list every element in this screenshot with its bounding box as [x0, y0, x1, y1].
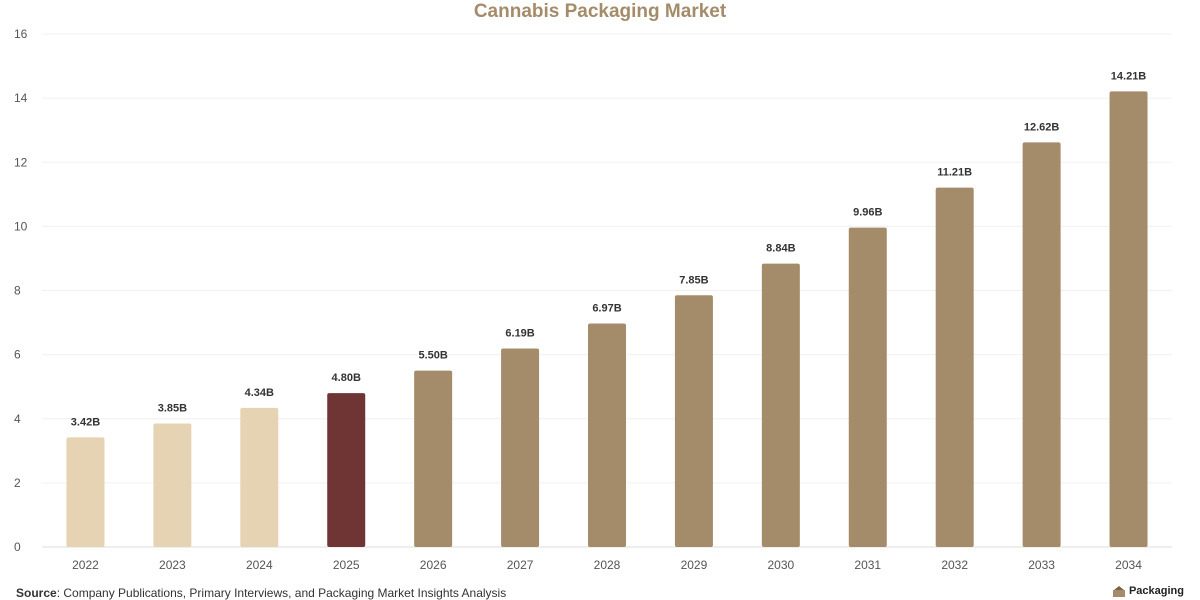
y-axis-ticks: 0 2 4 6 8 10 12 14 16: [14, 27, 28, 554]
bar-2030: [761, 263, 800, 547]
brand-name: Packaging: [1128, 585, 1184, 597]
bar-2033: [1022, 142, 1061, 547]
y-tick-label: 2: [14, 476, 21, 490]
x-tick-label-2032: 2032: [941, 558, 968, 572]
y-tick-label: 10: [14, 219, 28, 233]
bar-2022: [66, 437, 105, 547]
brand-logo: Packaging: [1112, 585, 1184, 597]
x-tick-label-2026: 2026: [420, 558, 447, 572]
source-description: : Company Publications, Primary Intervie…: [56, 586, 507, 600]
bar-2032: [935, 187, 974, 547]
bar-2024: [240, 407, 279, 547]
x-tick-label-2033: 2033: [1028, 558, 1055, 572]
chart-title: Cannabis Packaging Market: [473, 1, 727, 22]
data-label-2029: 7.85B: [679, 274, 708, 286]
x-tick-label-2024: 2024: [246, 558, 273, 572]
y-tick-label: 12: [14, 155, 28, 169]
y-tick-label: 16: [14, 27, 28, 41]
bar-2031: [848, 227, 887, 547]
y-tick-label: 14: [14, 91, 28, 105]
data-label-2030: 8.84B: [766, 243, 795, 255]
x-tick-label-2023: 2023: [159, 558, 186, 572]
y-tick-label: 0: [14, 540, 21, 554]
bar-2026: [414, 370, 453, 547]
data-label-2022: 3.42B: [71, 416, 100, 428]
data-label-2027: 6.19B: [505, 328, 534, 340]
x-tick-label-2022: 2022: [72, 558, 99, 572]
data-label-2026: 5.50B: [418, 350, 447, 362]
source-label: Source: [16, 586, 57, 600]
y-tick-label: 8: [14, 284, 21, 298]
x-tick-label-2030: 2030: [767, 558, 794, 572]
x-tick-label-2027: 2027: [507, 558, 534, 572]
bar-2027: [501, 348, 540, 547]
source-note: Source: Company Publications, Primary In…: [16, 586, 506, 600]
data-label-2023: 3.85B: [158, 403, 187, 415]
bar-2034: [1109, 91, 1148, 547]
data-label-2025: 4.80B: [332, 372, 361, 384]
data-label-2028: 6.97B: [592, 303, 621, 315]
y-tick-label: 4: [14, 412, 21, 426]
bar-chart: 0 2 4 6 8 10 12 14 16 3.42B 3.85B 4.34B 4.80B 5.50B 6…: [14, 27, 1172, 572]
x-tick-label-2034: 2034: [1115, 558, 1142, 572]
data-label-2032: 11.21B: [937, 167, 972, 179]
bar-2028: [588, 323, 626, 547]
x-tick-label-2028: 2028: [594, 558, 621, 572]
bar-2025: [327, 393, 366, 547]
box-icon: [1112, 585, 1125, 597]
data-label-2031: 9.96B: [853, 207, 882, 219]
x-axis-ticks: 2022 2023 2024 2025 2026 2027 2028 2029 2030 2031…: [72, 558, 1142, 572]
bar-2023: [153, 423, 192, 547]
bars: [66, 91, 1148, 547]
y-tick-label: 6: [14, 348, 21, 362]
x-tick-label-2031: 2031: [854, 558, 881, 572]
bar-2029: [674, 295, 713, 547]
x-tick-label-2029: 2029: [681, 558, 708, 572]
data-label-2024: 4.34B: [245, 387, 274, 399]
data-labels: 3.42B 3.85B 4.34B 4.80B 5.50B 6.19B 6.97B 7.85B…: [71, 70, 1147, 428]
x-tick-label-2025: 2025: [333, 558, 360, 572]
data-label-2033: 12.62B: [1024, 121, 1060, 133]
data-label-2034: 14.21B: [1111, 70, 1147, 82]
